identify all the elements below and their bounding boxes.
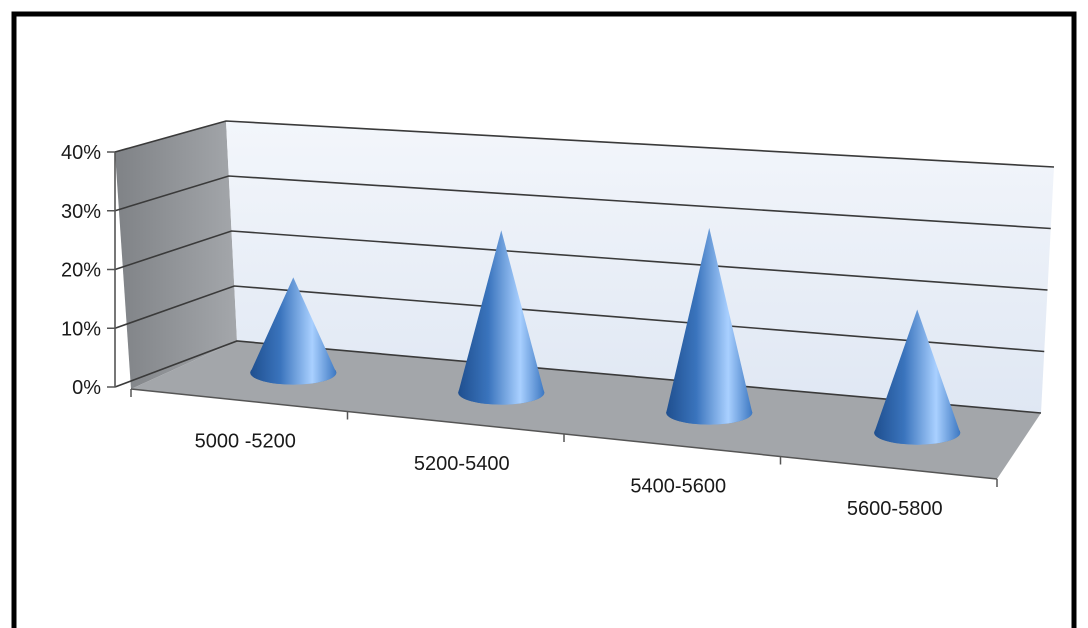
x-tick-label: 5000 -5200 bbox=[195, 430, 296, 452]
gridline bbox=[114, 285, 1045, 353]
y-tick-label: 10% bbox=[61, 318, 101, 340]
y-tick-label: 0% bbox=[72, 377, 101, 399]
gridline bbox=[114, 120, 1055, 168]
side-wall bbox=[115, 121, 237, 389]
y-axis-labels: 0% 10% 20% 30% 40% bbox=[61, 142, 101, 399]
cones bbox=[250, 227, 961, 445]
cone-body bbox=[666, 227, 753, 425]
cone-body bbox=[874, 309, 961, 445]
y-tick-label: 30% bbox=[61, 201, 101, 223]
cone-bar bbox=[458, 230, 545, 405]
x-axis-labels: 5000 -5200 5200-5400 5400-5600 5600-5800 bbox=[195, 430, 943, 520]
gridline bbox=[114, 230, 1048, 291]
x-tick-label: 5400-5600 bbox=[630, 475, 726, 497]
axis-ticks bbox=[107, 151, 998, 487]
y-tick-label: 40% bbox=[61, 142, 101, 164]
gridlines bbox=[114, 120, 1055, 414]
floor bbox=[131, 341, 1041, 479]
chart-border bbox=[11, 11, 1077, 628]
cone-body bbox=[458, 230, 545, 405]
cone-bar bbox=[250, 277, 337, 385]
cone-bar bbox=[666, 227, 753, 425]
x-tick-label: 5600-5800 bbox=[847, 498, 943, 520]
back-wall bbox=[226, 121, 1054, 413]
cone-bar bbox=[874, 309, 961, 445]
cone-body bbox=[250, 277, 337, 385]
gridline bbox=[114, 340, 1042, 414]
gridline bbox=[114, 175, 1051, 230]
y-tick-label: 20% bbox=[61, 260, 101, 282]
x-tick-label: 5200-5400 bbox=[414, 453, 510, 475]
